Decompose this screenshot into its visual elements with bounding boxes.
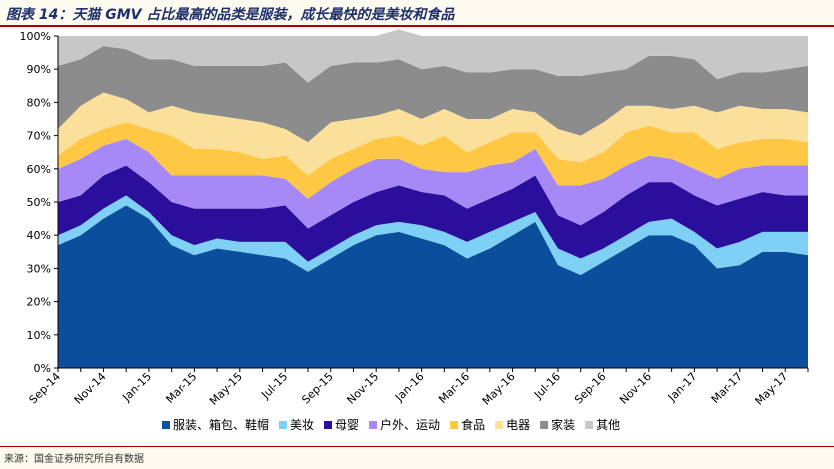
legend-label-2: 美妆	[290, 418, 314, 432]
y-tick-label: 30%	[27, 262, 51, 275]
x-tick-label: Jul-16	[531, 370, 563, 402]
source-divider	[0, 446, 834, 447]
series-areas	[58, 29, 808, 368]
x-tick-label: Jul-15	[258, 370, 290, 402]
x-tick-label: Jan-15	[119, 370, 154, 405]
y-tick-label: 20%	[27, 296, 51, 309]
series-area-6	[58, 92, 808, 176]
legend-label-3: 母婴	[335, 418, 359, 432]
legend-label-6: 电器	[506, 418, 530, 432]
y-tick-label: 40%	[27, 229, 51, 242]
legend-label-8: 其他	[596, 418, 620, 432]
x-tick-label: May-15	[207, 370, 245, 408]
legend-swatch-1	[162, 421, 170, 429]
series-area-2	[58, 195, 808, 276]
y-tick-label: 80%	[27, 96, 51, 109]
x-tick-label: Mar-17	[709, 370, 745, 406]
legend-swatch-5	[450, 421, 459, 429]
y-tick-label: 50%	[27, 196, 51, 209]
x-tick-label: Nov-14	[72, 370, 109, 407]
legend-label-1: 服装、箱包、鞋帽	[173, 417, 269, 432]
y-tick-label: 70%	[27, 130, 51, 143]
legend-swatch-6	[495, 421, 504, 429]
series-area-5	[58, 122, 808, 199]
legend-label-7: 家装	[551, 417, 575, 432]
stacked-area-chart: 0% 10% 20% 30% 40% 50% 60% 70% 80% 90% 100% Sep-14…	[20, 29, 809, 432]
legend-swatch-7	[540, 421, 549, 429]
x-tick-label: Sep-15	[299, 370, 336, 407]
y-tick-label: 10%	[27, 329, 51, 342]
y-tick-label: 0%	[34, 362, 51, 375]
series-area-3	[58, 165, 808, 262]
chart-title: 图表 14：天猫 GMV 占比最高的品类是服装，成长最快的是美妆和食品	[6, 7, 455, 23]
x-tick-label: Sep-16	[572, 370, 609, 407]
series-area-8	[58, 29, 808, 83]
legend-swatch-4	[369, 421, 378, 429]
x-tick-label: Nov-16	[617, 370, 654, 407]
x-tick-label: Mar-15	[163, 370, 199, 406]
legend-swatch-3	[324, 421, 333, 429]
series-area-4	[58, 138, 808, 229]
x-tick-label: May-16	[480, 370, 518, 408]
x-tick-label: May-17	[753, 370, 791, 408]
y-tick-label: 100%	[20, 30, 51, 43]
legend-label-5: 食品	[461, 417, 485, 432]
x-tick-label: Sep-14	[27, 370, 64, 407]
source-note: 来源：国金证券研究所自有数据	[4, 454, 144, 465]
y-tick-label: 60%	[27, 163, 51, 176]
x-tick-label: Jan-17	[665, 370, 700, 405]
x-tick-label: Jan-16	[392, 370, 427, 405]
legend-swatch-2	[279, 421, 288, 429]
series-area-7	[58, 45, 808, 143]
legend: 服装、箱包、鞋帽 美妆 母婴 户外、运动 食品 电器 家装 其他	[162, 417, 620, 432]
x-axis: Sep-14 Nov-14 Jan-15 Mar-15 May-15 Jul-15 Sep-…	[27, 367, 809, 408]
legend-label-4: 户外、运动	[380, 417, 440, 432]
series-area-1	[58, 205, 808, 368]
y-axis: 0% 10% 20% 30% 40% 50% 60% 70% 80% 90% 100%	[20, 30, 59, 375]
legend-swatch-8	[585, 421, 594, 429]
x-tick-label: Nov-15	[344, 370, 381, 407]
title-divider	[0, 25, 834, 27]
x-tick-label: Mar-16	[436, 370, 472, 406]
y-tick-label: 90%	[27, 63, 51, 76]
chart-area: 0% 10% 20% 30% 40% 50% 60% 70% 80% 90% 100% Sep-14…	[0, 28, 834, 442]
